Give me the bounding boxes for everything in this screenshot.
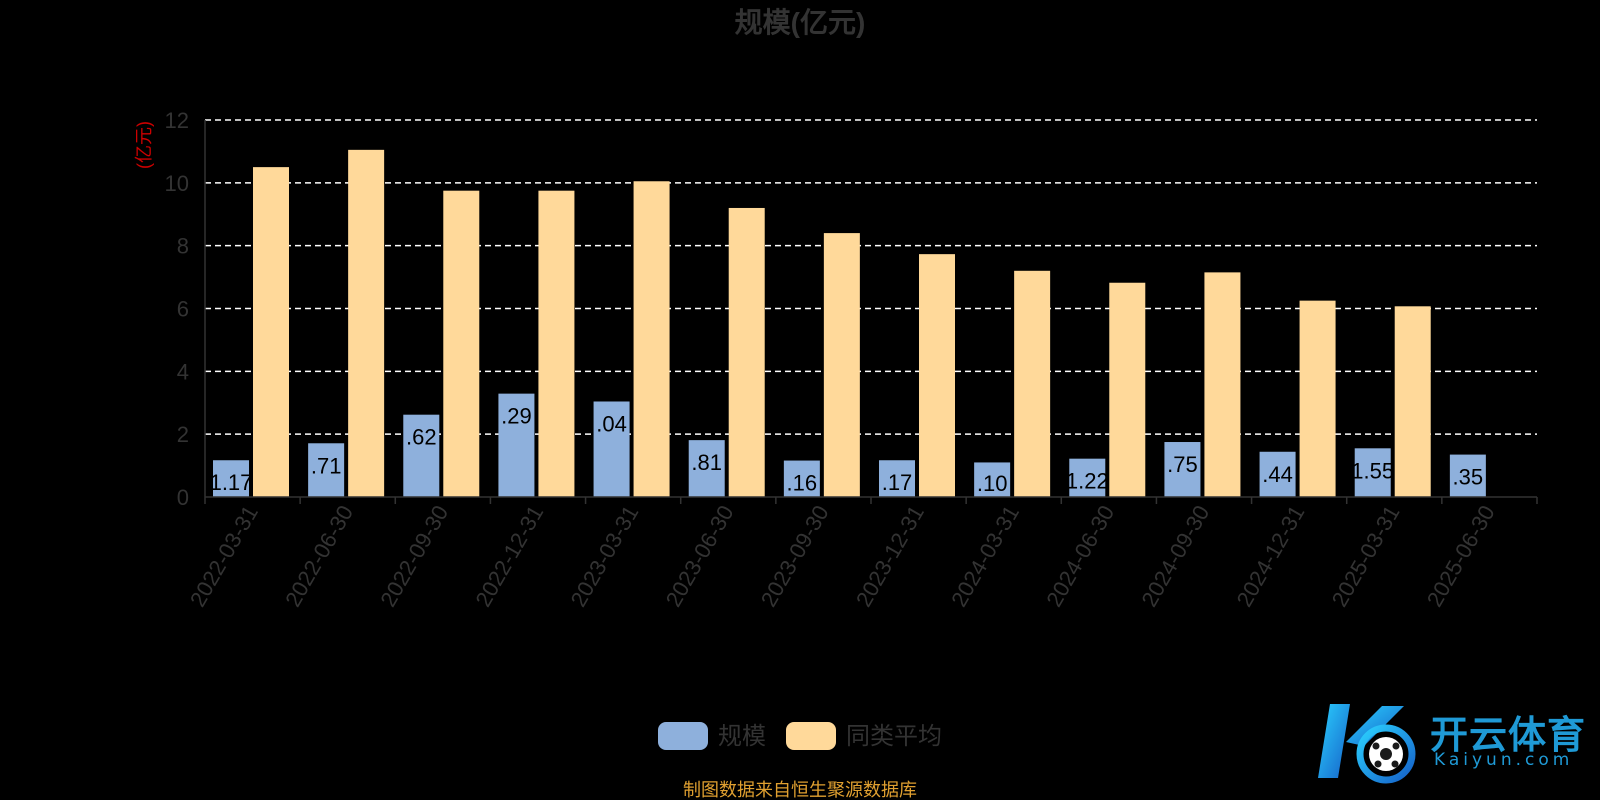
legend-label-scale: 规模	[718, 723, 766, 750]
bar-peer-average	[443, 190, 480, 497]
bar-scale	[1259, 451, 1296, 497]
bar-scale	[1354, 448, 1391, 497]
chart-title: 规模(亿元)	[735, 7, 866, 38]
bar-peer-average	[1299, 300, 1336, 497]
bar-peer-average	[728, 207, 765, 497]
bar-peer-average	[1109, 282, 1146, 497]
bar-data-label: .81	[691, 450, 722, 475]
bar-data-label: .29	[501, 404, 532, 429]
bar-peer-average	[1014, 270, 1051, 497]
bar-peer-average	[253, 167, 289, 497]
x-tick-label: 2023-12-31	[851, 501, 929, 611]
legend-label-peer-average: 同类平均	[846, 723, 942, 750]
x-tick-label: 2022-06-30	[280, 501, 358, 611]
bar-peer-average	[919, 254, 955, 497]
legend-swatch-scale	[658, 722, 708, 750]
bar-scale	[593, 401, 630, 497]
x-tick-label: 2023-06-30	[661, 501, 739, 611]
y-tick-label: 2	[177, 422, 189, 447]
bar-scale	[1164, 442, 1201, 497]
bar-scale	[1449, 454, 1486, 497]
logo-mark-icon	[1318, 704, 1416, 784]
bar-scale	[879, 460, 915, 497]
bar-data-label: .17	[882, 470, 913, 495]
bar-scale	[213, 460, 249, 497]
bar-data-label: .71	[311, 453, 342, 478]
kaiyun-logo: 开云体育 Kaiyun.com	[1312, 696, 1592, 786]
x-tick-label: 2023-03-31	[566, 501, 644, 611]
bars: 1.17 .71 .62 .29 .04 .81 .16 .17 .10 1.22 .75 .44 1.…	[210, 149, 1486, 498]
bar-peer-average	[633, 181, 670, 497]
bar-data-label: .75	[1167, 452, 1198, 477]
x-tick-label: 2023-09-30	[756, 501, 834, 611]
x-axis: 2022-03-31 2022-06-30 2022-09-30 2022-12-31…	[185, 496, 1538, 611]
grid-lines	[205, 119, 1537, 435]
logo-text-en: Kaiyun.com	[1434, 750, 1574, 770]
bar-data-label: .62	[406, 425, 437, 450]
bar-peer-average	[1394, 306, 1431, 497]
bar-scale	[403, 414, 440, 497]
bar-data-label: .35	[1453, 465, 1484, 490]
bar-scale	[974, 462, 1011, 497]
bar-data-label: .44	[1262, 462, 1293, 487]
bar-scale	[783, 460, 820, 497]
bar-scale	[308, 443, 345, 497]
x-tick-label: 2022-12-31	[470, 501, 548, 611]
y-axis-label: (亿元)	[134, 121, 154, 169]
x-tick-label: 2025-03-31	[1327, 501, 1405, 611]
y-tick-label: 4	[177, 359, 189, 384]
x-tick-label: 2024-09-30	[1136, 501, 1214, 611]
bar-data-label: .10	[977, 471, 1008, 496]
y-tick-label: 10	[165, 171, 189, 196]
bar-data-label: 1.17	[210, 470, 253, 495]
x-tick-label: 2022-03-31	[185, 501, 263, 611]
x-tick-label: 2024-06-30	[1041, 501, 1119, 611]
y-tick-label: 8	[177, 234, 189, 259]
bar-peer-average	[1204, 272, 1241, 497]
bar-data-label: 1.22	[1066, 469, 1109, 494]
y-tick-label: 12	[165, 108, 189, 133]
bar-peer-average	[348, 149, 385, 498]
bar-data-label: .04	[596, 411, 627, 436]
x-tick-label: 2024-03-31	[946, 501, 1024, 611]
bar-peer-average	[823, 233, 860, 497]
x-tick-label: 2025-06-30	[1422, 501, 1500, 611]
y-axis-ticks: 0 2 4 6 8 10 12	[165, 108, 206, 510]
bar-peer-average	[538, 190, 575, 497]
source-note: 制图数据来自恒生聚源数据库	[683, 780, 917, 800]
bar-scale	[688, 440, 725, 497]
legend: 规模 同类平均	[658, 722, 942, 750]
bar-data-label: .16	[787, 471, 818, 496]
logo-text-cn: 开云体育	[1430, 713, 1587, 757]
bar-scale	[498, 393, 535, 497]
legend-swatch-peer-average	[786, 722, 836, 750]
x-tick-label: 2022-09-30	[375, 501, 453, 611]
y-tick-label: 6	[177, 297, 189, 322]
bar-scale	[1069, 458, 1106, 497]
x-tick-label: 2024-12-31	[1232, 501, 1310, 611]
bar-data-label: 1.55	[1351, 458, 1394, 483]
y-tick-label: 0	[177, 485, 189, 510]
